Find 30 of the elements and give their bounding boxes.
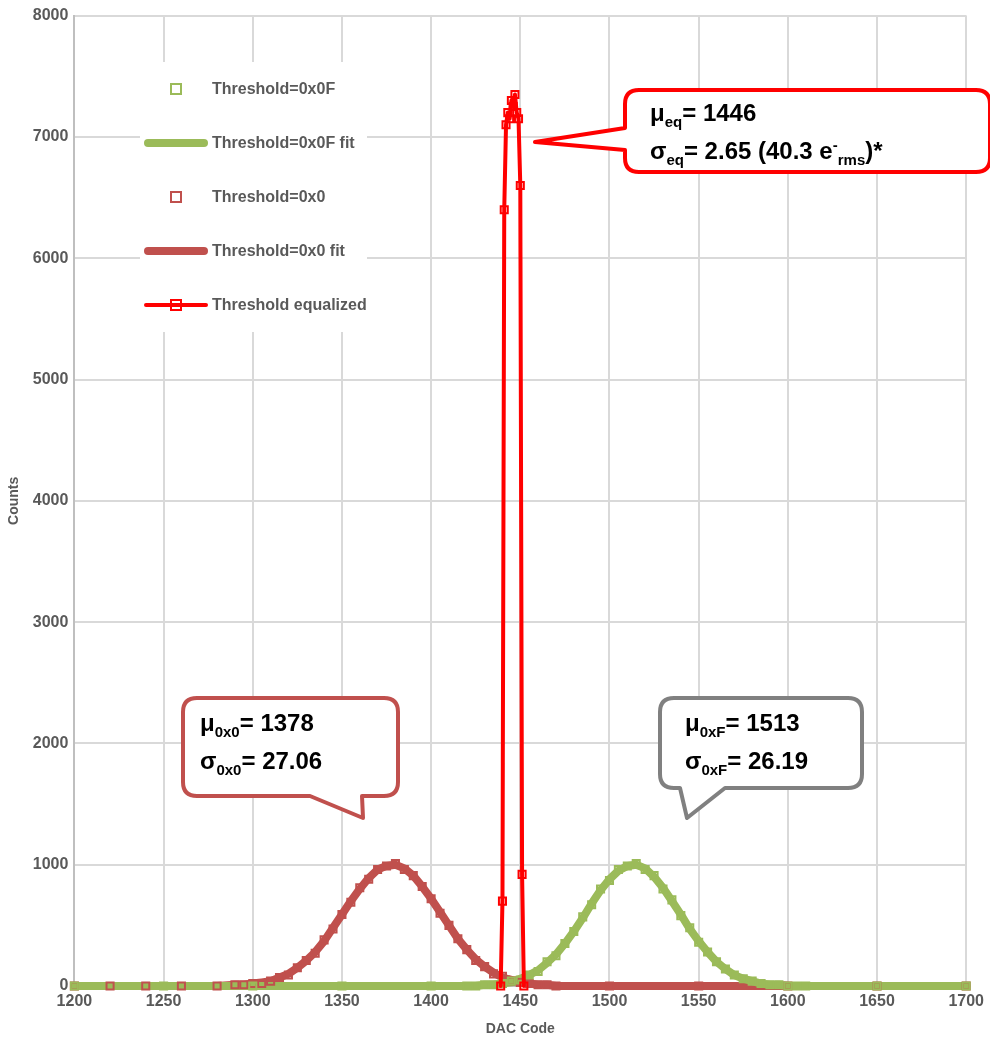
y-tick-label: 6000 [32, 248, 69, 266]
y-tick-label: 7000 [32, 127, 69, 145]
x-tick-label: 1400 [413, 992, 450, 1010]
x-axis-title: DAC Code [485, 1020, 556, 1037]
y-axis-title: Counts [5, 476, 22, 525]
y-tick-label: 4000 [32, 491, 69, 509]
y-tick-label: 3000 [32, 612, 69, 630]
x-tick-label: 1350 [324, 992, 360, 1010]
y-tick-label: 5000 [32, 369, 69, 387]
x-tick-label: 1500 [591, 992, 628, 1010]
x-tick-label: 1650 [859, 992, 895, 1010]
text: μ$_{eq}$= 1446 σ$_{eq}$= 2.65 (40.3 e$^{-}$$_{rms}$)* [650, 99, 883, 168]
legend-label: Threshold equalized [212, 296, 367, 314]
annotation: μ$_{0x0}$= 1378 σ$_{0x0}$= 27.06 [200, 708, 323, 780]
y-tick-label: 8000 [32, 6, 69, 24]
y-tick-label: 0 [59, 976, 69, 994]
x-tick-label: 1600 [770, 992, 806, 1010]
x-tick-label: 1450 [502, 992, 539, 1010]
legend-label: Threshold=0x0F [212, 80, 336, 98]
x-tick-label: 1700 [948, 992, 985, 1010]
x-tick-label: 1550 [680, 992, 717, 1010]
annotation: μ$_{0xF}$= 1513 σ$_{0xF}$= 26.19 [685, 708, 809, 780]
legend-label: Threshold=0x0F fit [212, 134, 355, 152]
legend-label: Threshold=0x0 fit [212, 242, 345, 260]
x-tick-label: 1200 [56, 992, 93, 1010]
x-tick-label: 1300 [234, 992, 271, 1010]
y-tick-label: 1000 [32, 855, 69, 873]
y-tick-label: 2000 [32, 733, 69, 751]
legend-label: Threshold=0x0 [212, 188, 326, 206]
x-tick-label: 1250 [145, 992, 182, 1010]
